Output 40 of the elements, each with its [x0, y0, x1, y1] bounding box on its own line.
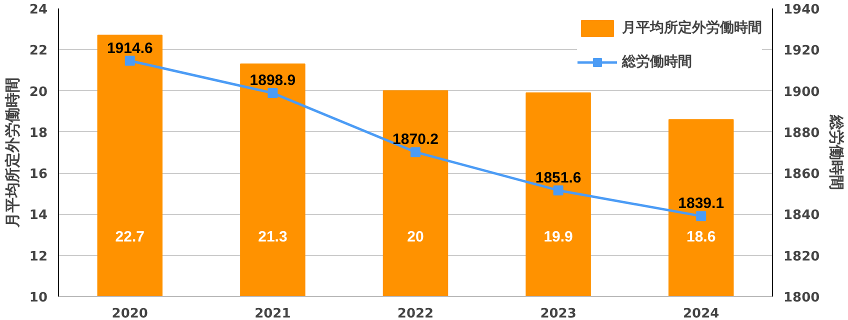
y2-tick-label: 1940 [784, 2, 820, 18]
y-axis-title: 月平均所定外労働時間 [3, 78, 22, 228]
y-tick-label: 20 [29, 84, 48, 100]
y-tick-label: 10 [29, 290, 48, 306]
y2-axis-title: 総労働時間 [828, 114, 846, 190]
y-tick-label: 18 [29, 126, 48, 141]
y2-tick-label: 1840 [784, 208, 820, 224]
data-label: 1898.9 [250, 72, 296, 90]
data-label: 21.3 [258, 228, 288, 246]
y2-tick-label: 1800 [784, 290, 820, 306]
data-label: 1839.1 [678, 195, 724, 212]
data-label: 20 [407, 228, 424, 246]
data-label: 1870.2 [392, 131, 438, 148]
y2-tick-label: 1820 [784, 249, 820, 264]
y2-tick-label: 1900 [784, 84, 820, 100]
point [553, 185, 564, 196]
data-label: 22.7 [115, 228, 145, 246]
point [124, 56, 135, 66]
x-tick-label: 2024 [683, 306, 720, 320]
y-tick-label: 24 [29, 2, 48, 18]
y-tick-label: 16 [29, 167, 48, 182]
y-tick-label: 14 [29, 208, 48, 224]
y2-tick-label: 1920 [784, 44, 820, 59]
point [410, 147, 420, 158]
data-label: 18.6 [686, 228, 716, 246]
y2-tick-label: 1860 [784, 167, 820, 182]
x-tick-label: 2021 [254, 306, 291, 320]
x-tick-label: 2020 [112, 306, 148, 320]
y-tick-label: 12 [29, 249, 48, 264]
data-label: 1851.6 [535, 169, 582, 186]
point [696, 211, 706, 222]
x-tick-label: 2023 [540, 306, 576, 320]
data-label: 19.9 [544, 228, 573, 246]
y-tick-label: 22 [29, 44, 48, 59]
point [268, 88, 278, 98]
data-label: 1914.6 [106, 40, 153, 57]
legend-label: 月平均所定外労働時間 [622, 19, 762, 37]
x-tick-label: 2022 [397, 306, 434, 320]
y2-tick-label: 1880 [784, 126, 820, 141]
legend-label: 総労働時間 [622, 53, 692, 71]
